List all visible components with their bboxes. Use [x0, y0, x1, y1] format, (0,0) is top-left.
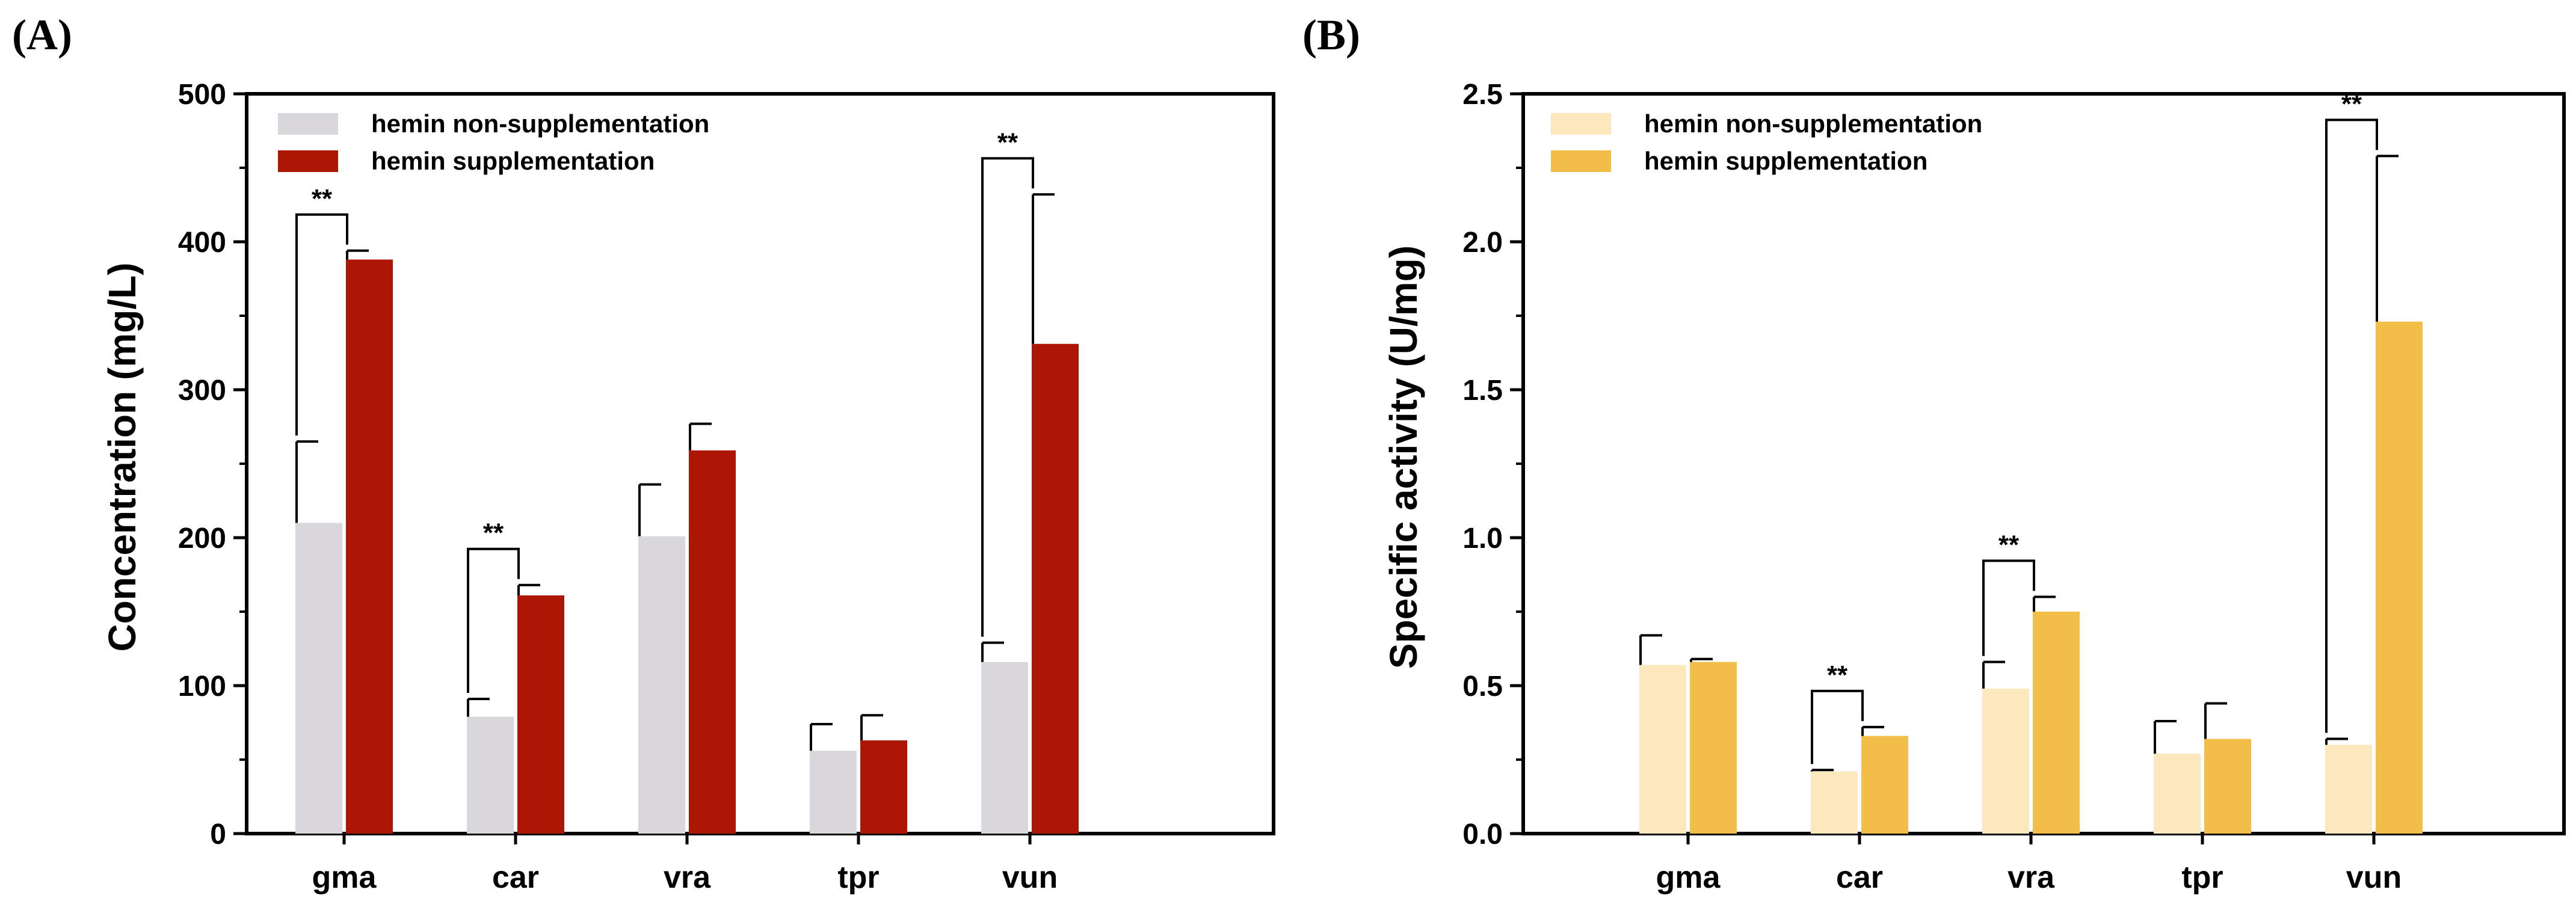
significance-label-a-car: **	[483, 518, 504, 548]
legend-swatch-b-supplementation	[1551, 150, 1611, 172]
y-tick-label-a: 0	[210, 819, 226, 850]
significance-label-b-car: **	[1827, 660, 1848, 690]
significance-label-a-gma: **	[312, 184, 333, 214]
y-tick-label-a: 100	[178, 671, 226, 702]
bar-b-non-supplementation-vra	[1982, 688, 2029, 834]
x-tick-label-b-tpr: tpr	[2181, 860, 2223, 895]
legend-label-b-supplementation: hemin supplementation	[1644, 147, 1927, 175]
bar-b-supplementation-tpr	[2204, 739, 2251, 834]
bar-a-supplementation-vun	[1032, 343, 1079, 834]
y-axis-title-a: Concentration (mg/L)	[100, 262, 144, 651]
y-tick-label-b: 0.0	[1462, 819, 1503, 850]
bar-b-supplementation-vra	[2033, 612, 2080, 834]
significance-bracket-b-vun	[2325, 118, 2378, 733]
bar-b-non-supplementation-gma	[1639, 665, 1686, 834]
x-tick-label-a-car: car	[492, 860, 539, 895]
bar-a-non-supplementation-vra	[638, 536, 685, 834]
plot-frame-a	[245, 92, 1275, 835]
legend-label-b-non-supplementation: hemin non-supplementation	[1644, 109, 1982, 138]
bar-a-supplementation-tpr	[860, 740, 907, 834]
significance-bracket-b-car	[1811, 689, 1864, 764]
bar-b-supplementation-vun	[2376, 321, 2423, 834]
bar-b-non-supplementation-vun	[2325, 745, 2372, 834]
bar-b-non-supplementation-tpr	[2154, 754, 2201, 834]
x-tick-label-b-vra: vra	[2007, 860, 2055, 895]
bar-a-supplementation-car	[517, 595, 564, 834]
legend-swatch-a-non-supplementation	[278, 113, 338, 135]
bar-b-supplementation-gma	[1690, 662, 1737, 834]
chart-panel-b: 0.0 0.5 1.0 1.5 2.0 2.5 gma car vra tpr vun ** ** ** h…	[1462, 79, 2566, 895]
panel-label-b: (B)	[1302, 11, 1360, 59]
significance-bracket-a-car	[467, 547, 520, 693]
bar-a-supplementation-vra	[689, 450, 736, 834]
bar-b-non-supplementation-car	[1811, 771, 1858, 834]
x-tick-label-b-vun: vun	[2346, 860, 2402, 895]
y-tick-label-b: 1.0	[1462, 523, 1503, 555]
bar-b-supplementation-car	[1861, 736, 1908, 834]
bar-a-non-supplementation-vun	[981, 662, 1028, 834]
y-tick-label-a: 200	[178, 523, 226, 555]
y-tick-label-b: 2.0	[1462, 227, 1503, 259]
y-tick-label-a: 300	[178, 375, 226, 407]
y-tick-label-b: 2.5	[1462, 79, 1503, 111]
x-tick-label-b-car: car	[1836, 860, 1883, 895]
bar-a-non-supplementation-car	[467, 716, 514, 834]
y-tick-label-b: 1.5	[1462, 375, 1503, 407]
y-tick-label-a: 500	[178, 79, 226, 111]
significance-label-b-vra: **	[1998, 530, 2020, 559]
legend-label-a-supplementation: hemin supplementation	[371, 147, 655, 175]
x-tick-label-b-gma: gma	[1656, 860, 1721, 895]
bar-a-non-supplementation-gma	[295, 523, 342, 834]
chart-panel-a: 0 100 200 300 400 500 gma car vra tpr vun ** ** ** hem…	[178, 79, 1275, 895]
significance-bracket-a-gma	[295, 213, 348, 436]
bar-a-supplementation-gma	[346, 259, 393, 834]
significance-bracket-b-vra	[1982, 559, 2035, 656]
significance-label-a-vun: **	[997, 128, 1018, 157]
x-tick-label-a-vra: vra	[664, 860, 711, 895]
legend-swatch-b-non-supplementation	[1551, 113, 1611, 135]
bar-a-non-supplementation-tpr	[810, 751, 857, 834]
panel-label-a: (A)	[12, 11, 72, 59]
y-tick-label-a: 400	[178, 227, 226, 259]
x-tick-label-a-tpr: tpr	[837, 860, 879, 895]
significance-bracket-a-vun	[981, 157, 1034, 637]
y-tick-label-b: 0.5	[1462, 671, 1503, 702]
x-tick-label-a-vun: vun	[1002, 860, 1058, 895]
legend-label-a-non-supplementation: hemin non-supplementation	[371, 109, 709, 138]
legend-swatch-a-supplementation	[278, 150, 338, 172]
y-axis-title-b: Specific activity (U/mg)	[1382, 245, 1425, 669]
x-tick-label-a-gma: gma	[312, 860, 377, 895]
significance-label-b-vun: **	[2341, 89, 2362, 118]
